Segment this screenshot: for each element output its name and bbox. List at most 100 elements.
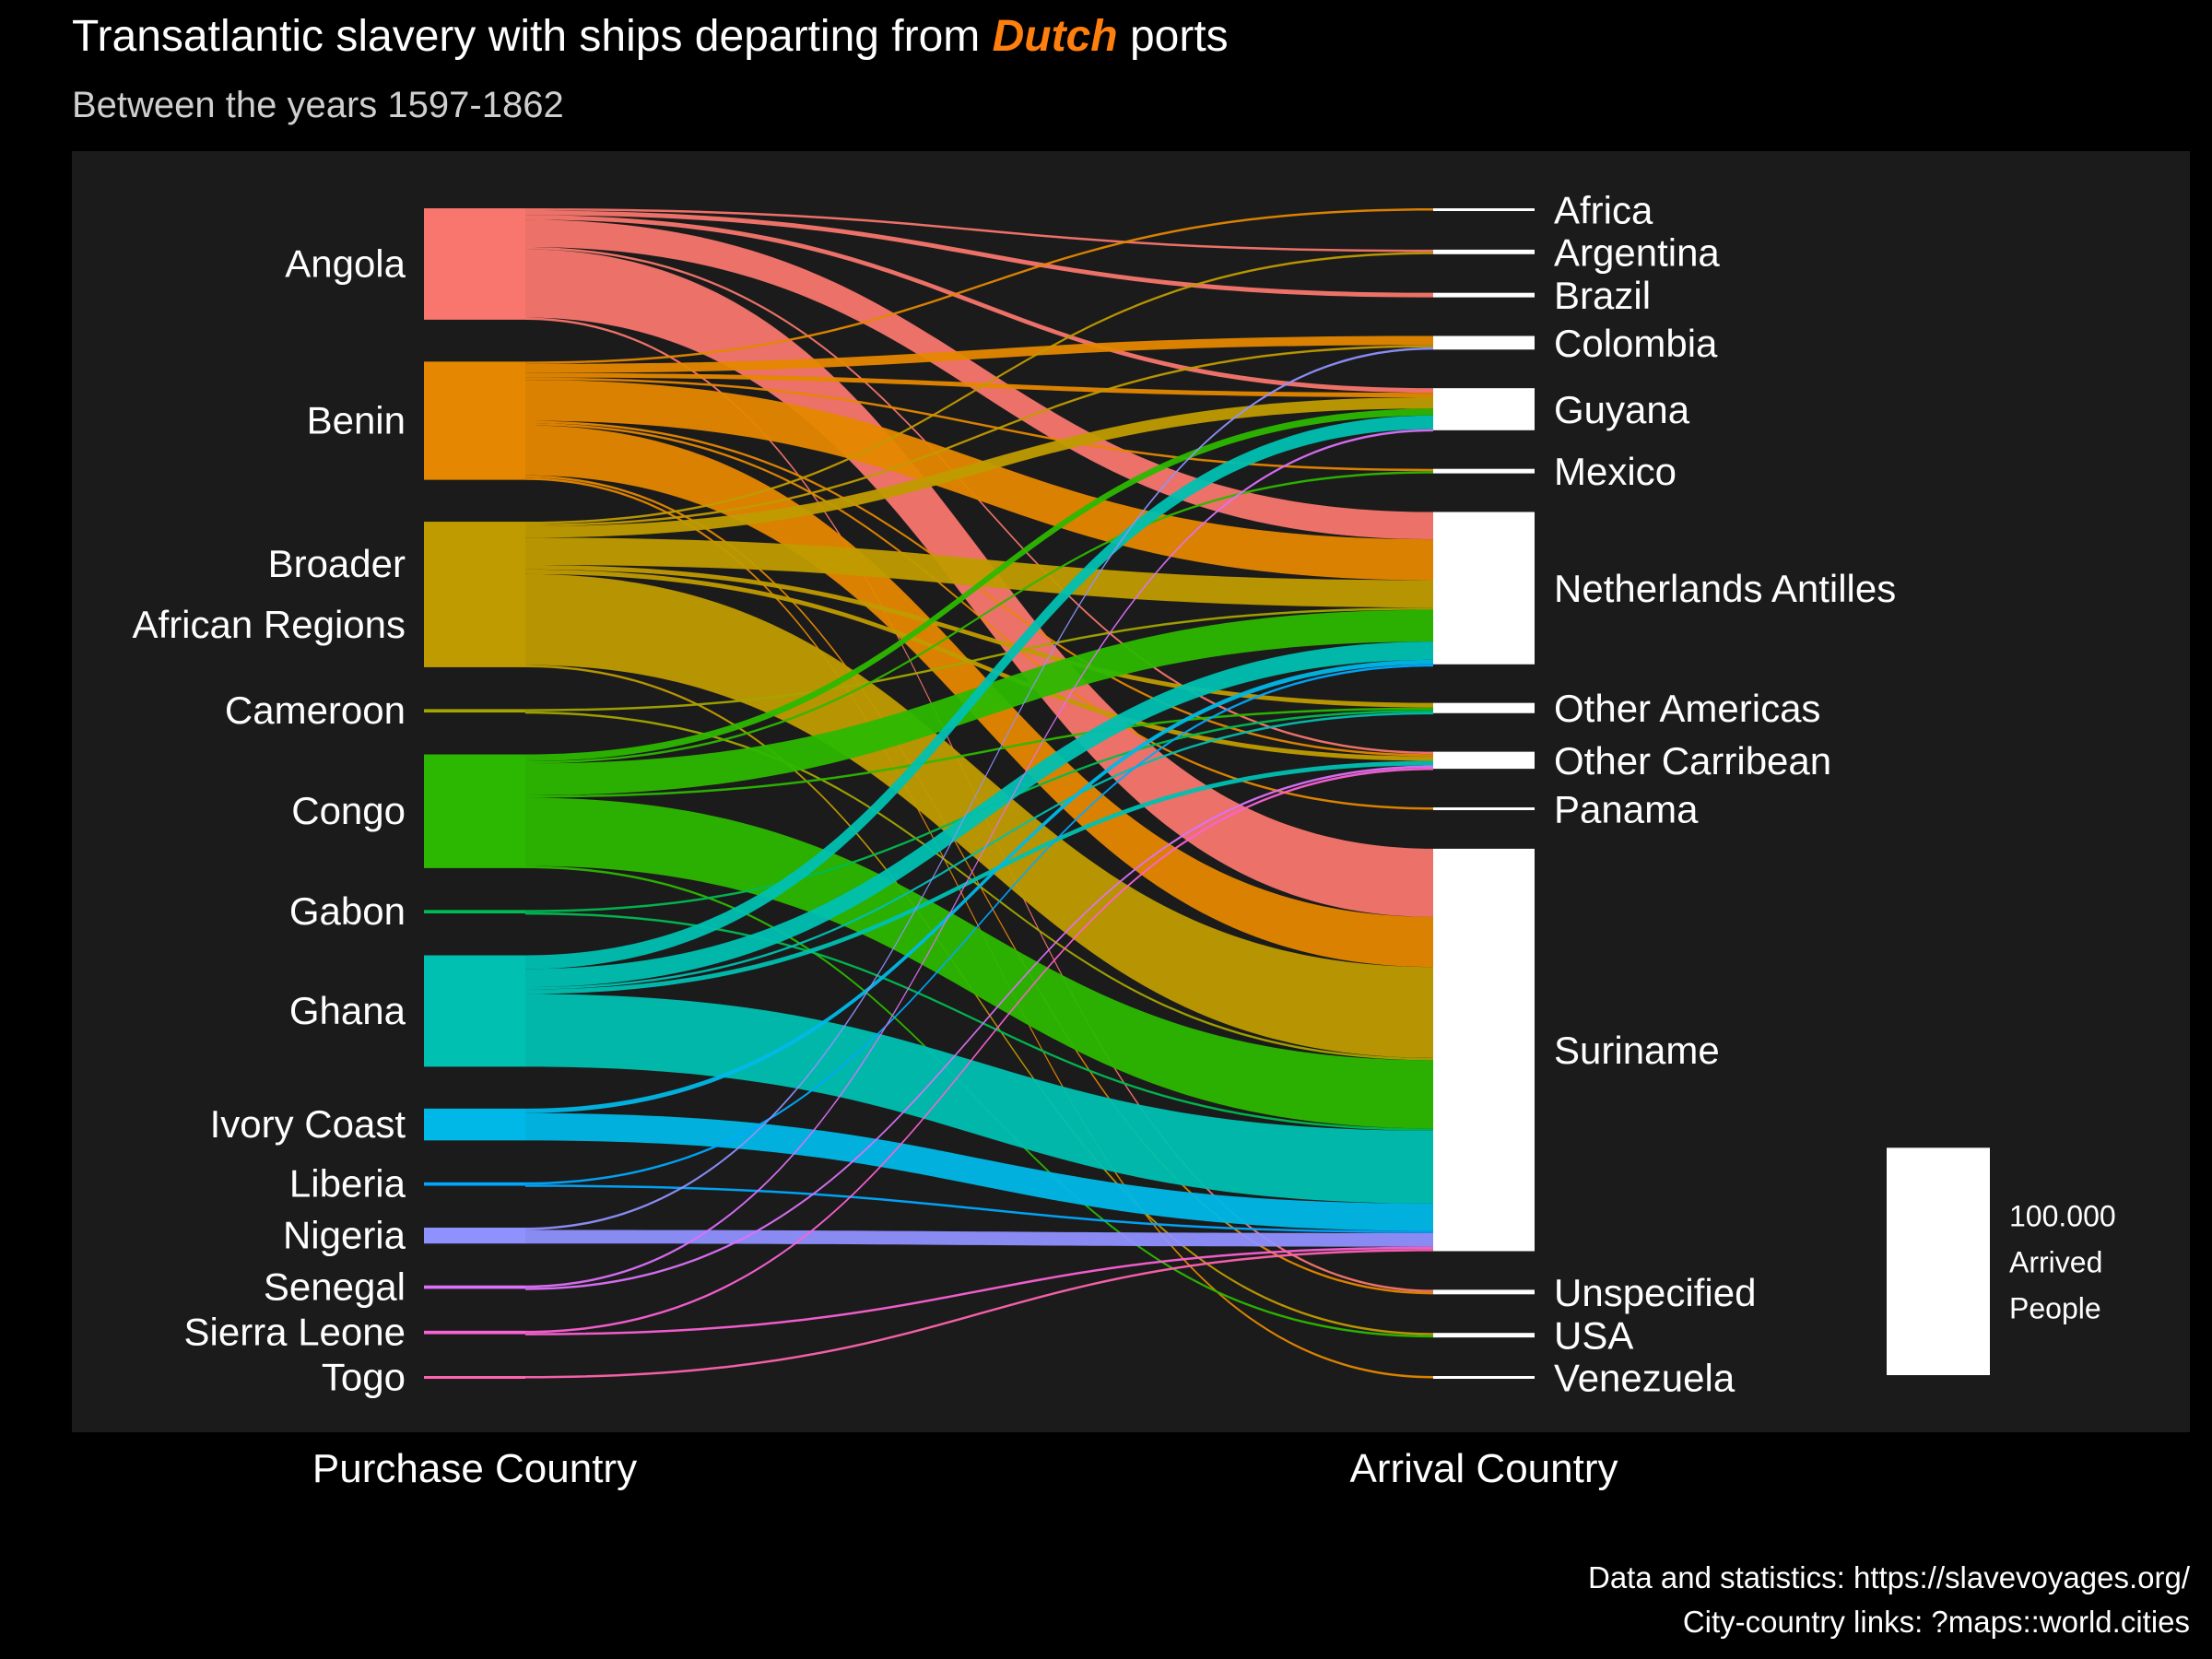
target-node-unspecified <box>1433 1289 1535 1295</box>
flow-congo-to-suriname <box>525 797 1433 1129</box>
source-node-senegal <box>424 1285 525 1289</box>
target-label-africa: Africa <box>1554 189 1653 232</box>
source-node-togo <box>424 1376 525 1379</box>
flow-broader-african-regions-to-argentina <box>525 252 1433 524</box>
flow-ghana-to-suriname <box>525 994 1433 1204</box>
flow-angola-to-brazil <box>525 210 1433 298</box>
target-label-mexico: Mexico <box>1554 450 1677 493</box>
source-node-ivory-coast <box>424 1108 525 1141</box>
source-label-liberia: Liberia <box>289 1162 406 1206</box>
flow-broader-african-regions-to-usa <box>525 665 1433 1335</box>
target-label-guyana: Guyana <box>1554 388 1690 431</box>
source-node-angola <box>424 208 525 320</box>
target-node-netherlands-antilles <box>1433 512 1535 665</box>
target-node-suriname <box>1433 848 1535 1252</box>
flow-ghana-to-netherlands-antilles <box>525 641 1433 988</box>
source-label-togo: Togo <box>322 1356 406 1399</box>
flow-togo-to-suriname <box>525 1249 1433 1379</box>
source-label-cameroon: Cameroon <box>225 688 406 732</box>
flow-ghana-to-other-americas <box>525 712 1433 990</box>
flow-angola-to-guyana <box>525 215 1433 394</box>
source-label-benin: Benin <box>307 398 406 441</box>
flow-liberia-to-suriname <box>525 1184 1433 1233</box>
flow-broader-african-regions-to-colombia <box>525 345 1433 527</box>
legend-arrived-label: Arrived <box>2009 1246 2102 1279</box>
x-label-purchase-country: Purchase Country <box>312 1446 637 1491</box>
target-label-argentina: Argentina <box>1554 230 1720 274</box>
target-node-other-americas <box>1433 702 1535 713</box>
target-label-netherlands-antilles: Netherlands Antilles <box>1554 567 1896 610</box>
target-node-mexico <box>1433 468 1535 474</box>
flow-nigeria-to-colombia <box>525 347 1433 1230</box>
flow-sierra-leone-to-other-carribean <box>525 767 1433 1334</box>
source-node-nigeria <box>424 1227 525 1244</box>
flow-benin-to-other-carribean <box>525 420 1433 757</box>
target-node-colombia <box>1433 335 1535 350</box>
source-label-senegal: Senegal <box>264 1265 406 1309</box>
target-label-usa: USA <box>1554 1314 1633 1358</box>
flow-angola-to-argentina <box>525 208 1433 253</box>
target-node-africa <box>1433 208 1535 211</box>
title-pre: Transatlantic slavery with ships departi… <box>72 12 993 61</box>
source-node-cameroon <box>424 709 525 713</box>
flow-benin-to-venezuela <box>525 477 1433 1379</box>
source-label-ghana: Ghana <box>289 989 406 1032</box>
target-node-panama <box>1433 807 1535 811</box>
flow-benin-to-colombia <box>525 335 1433 373</box>
source-label-sierra-leone: Sierra Leone <box>184 1311 406 1354</box>
target-node-other-carribean <box>1433 751 1535 770</box>
source-label-congo: Congo <box>291 789 406 832</box>
source-label-broader-african-regions-1: Broader <box>268 542 406 585</box>
flow-senegal-to-other-carribean <box>525 765 1433 1290</box>
flow-angola-to-other-carribean <box>525 246 1433 755</box>
flow-congo-to-netherlands-antilles <box>525 609 1433 795</box>
flow-congo-to-other-americas <box>525 707 1433 798</box>
flow-ghana-to-other-carribean <box>525 760 1433 994</box>
source-label-gabon: Gabon <box>289 889 406 933</box>
flow-senegal-to-guyana <box>525 429 1433 1288</box>
legend-value-label: 100.000 <box>2009 1200 2116 1233</box>
flow-broader-african-regions-to-other-americas <box>525 564 1433 708</box>
target-label-colombia: Colombia <box>1554 322 1718 365</box>
source-label-broader-african-regions-2: African Regions <box>133 603 406 646</box>
source-node-gabon <box>424 910 525 914</box>
flow-ivory-coast-to-netherlands-antilles <box>525 659 1433 1113</box>
flow-broader-african-regions-to-guyana <box>525 397 1433 538</box>
flow-liberia-to-netherlands-antilles <box>525 664 1433 1185</box>
flow-angola-to-netherlands-antilles <box>525 219 1433 540</box>
title-highlight: Dutch <box>992 12 1118 61</box>
flow-ghana-to-guyana <box>525 415 1433 970</box>
target-label-brazil: Brazil <box>1554 274 1651 317</box>
source-node-broader-african-regions <box>424 522 525 667</box>
source-node-ghana <box>424 955 525 1067</box>
credits: Data and statistics: https://slavevoyage… <box>1588 1556 2190 1644</box>
source-label-nigeria: Nigeria <box>283 1214 406 1257</box>
source-node-sierra-leone <box>424 1330 525 1335</box>
target-node-guyana <box>1433 388 1535 430</box>
target-label-venezuela: Venezuela <box>1554 1357 1735 1400</box>
credit-city-links: City-country links: ?maps::world.cities <box>1682 1605 2190 1639</box>
target-node-brazil <box>1433 292 1535 298</box>
flow-broader-african-regions-to-other-carribean <box>525 569 1433 761</box>
target-node-venezuela <box>1433 1376 1535 1379</box>
flow-sierra-leone-to-suriname <box>525 1246 1433 1335</box>
credit-data-source: Data and statistics: https://slavevoyage… <box>1588 1560 2190 1594</box>
target-label-panama: Panama <box>1554 788 1699 831</box>
source-label-ivory-coast: Ivory Coast <box>210 1102 406 1146</box>
flow-benin-to-netherlands-antilles <box>525 380 1433 581</box>
target-node-usa <box>1433 1333 1535 1338</box>
source-node-benin <box>424 361 525 480</box>
title-post: ports <box>1117 12 1229 61</box>
target-label-other-carribean: Other Carribean <box>1554 739 1831 782</box>
source-node-congo <box>424 754 525 868</box>
x-label-arrival-country: Arrival Country <box>1350 1446 1618 1491</box>
flow-ivory-coast-to-suriname <box>525 1112 1433 1231</box>
flow-congo-to-mexico <box>525 471 1433 764</box>
legend-scale-bar <box>1887 1147 1990 1375</box>
flow-congo-to-guyana <box>525 408 1433 761</box>
source-label-angola: Angola <box>285 241 406 285</box>
flow-benin-to-mexico <box>525 377 1433 472</box>
target-label-unspecified: Unspecified <box>1554 1271 1756 1314</box>
target-node-argentina <box>1433 249 1535 254</box>
